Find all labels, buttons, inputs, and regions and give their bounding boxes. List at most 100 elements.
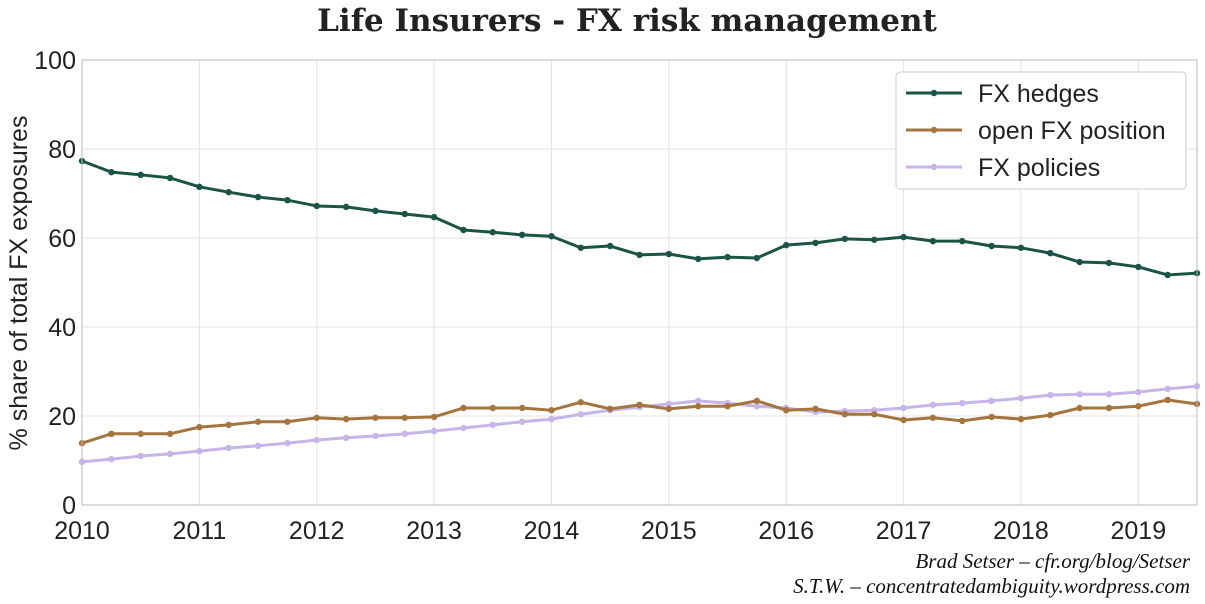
y-tick-label: 0 [62,492,76,520]
y-axis-label: % share of total FX exposures [5,116,33,451]
data-point [665,250,673,258]
data-point [196,447,203,455]
data-point [548,407,555,414]
data-point [1076,404,1083,412]
data-point [548,415,555,423]
data-point [724,403,731,410]
data-point [196,423,203,431]
legend-label: open FX position [978,117,1166,145]
data-point [841,411,849,418]
legend-marker [930,89,938,97]
data-point [900,233,907,241]
legend: FX hedges open FX position FX policies [895,71,1187,190]
data-point [108,455,115,463]
x-tick-label: 2017 [876,517,932,545]
data-point [783,407,790,414]
data-point [518,404,526,412]
data-point [753,254,761,262]
data-point [812,405,819,413]
data-point [959,237,966,245]
data-point [1164,385,1171,393]
data-point [430,427,438,435]
data-point [1076,390,1083,398]
data-point [694,255,702,263]
data-point [166,174,174,182]
data-point [430,413,438,421]
chart-title: Life Insurers - FX risk management [317,3,937,39]
data-point [694,397,702,405]
data-point [460,424,467,432]
data-point [812,239,819,247]
data-point [1105,390,1113,398]
y-tick-label: 60 [48,225,76,253]
data-point [342,434,350,442]
data-point [1105,259,1113,267]
series-group [78,157,1201,466]
x-tick-label: 2011 [172,517,226,545]
legend-label: FX policies [978,154,1100,182]
data-point [166,450,174,458]
data-point [166,430,174,437]
data-point [1135,388,1142,396]
data-point [284,439,291,447]
data-point [401,210,408,218]
data-point [313,436,320,444]
data-point [929,401,937,409]
data-point [1135,263,1142,271]
data-point [724,253,731,261]
data-point [342,203,350,211]
data-point [1047,391,1054,399]
x-tick-label: 2019 [1111,517,1167,545]
data-point [284,418,291,425]
data-point [254,418,262,425]
legend-marker [930,163,938,171]
data-point [489,421,496,429]
data-point [929,237,937,245]
data-point [694,403,702,410]
data-point [900,416,907,424]
data-point [225,188,232,196]
data-point [929,414,937,421]
legend-marker [930,126,938,134]
data-point [254,442,262,450]
y-tick-label: 20 [48,403,76,431]
data-point [606,242,614,250]
y-tick-label: 40 [48,314,76,342]
data-point [137,452,144,460]
data-point [518,418,526,425]
data-point [284,196,291,204]
data-point [841,235,849,243]
data-point [753,403,761,410]
data-point [401,430,408,437]
data-point [783,241,790,249]
data-point [1164,271,1171,279]
legend-label: FX hedges [978,80,1099,108]
data-point [342,415,350,423]
data-point [225,444,232,452]
data-point [577,399,585,406]
data-point [372,432,379,440]
data-point [108,430,115,437]
data-point [665,400,673,408]
credit-line-2: S.T.W. – concentratedambiguity.wordpress… [793,574,1190,598]
data-point [959,417,966,425]
data-point [1017,244,1025,251]
ticks: 2010 2011 2012 2013 2014 2015 2016 2017 2018 2019… [34,47,1166,545]
data-point [959,399,966,407]
data-point [1105,404,1113,412]
x-tick-label: 2016 [758,517,814,545]
data-point [489,229,496,236]
data-point [871,236,878,243]
data-point [636,401,643,409]
y-tick-label: 100 [34,47,76,75]
data-point [137,430,144,437]
data-point [518,231,526,239]
data-point [372,207,379,215]
data-point [108,168,115,176]
x-tick-label: 2015 [641,517,697,545]
data-point [1017,415,1025,423]
data-point [460,404,467,412]
data-point [1135,403,1142,410]
series-open-fx-position [78,396,1201,447]
